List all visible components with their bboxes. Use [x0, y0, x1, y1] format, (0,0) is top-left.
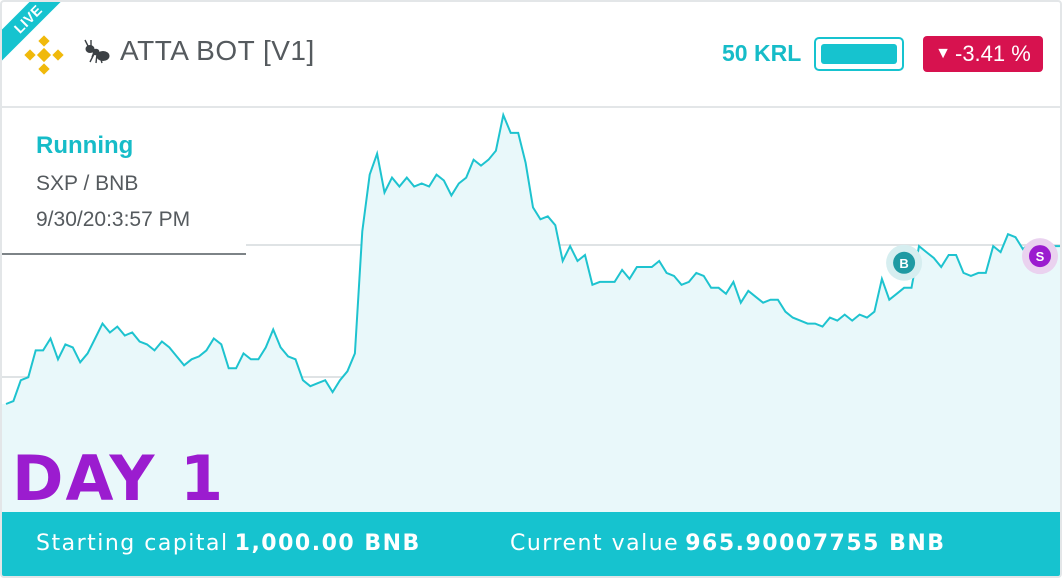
- current-value: Current value 965.90007755 BNB: [510, 531, 946, 556]
- ant-bug-icon: [84, 39, 110, 64]
- balance-bar: [814, 37, 904, 71]
- sell-marker[interactable]: S: [1022, 238, 1058, 275]
- price-area: [2, 115, 1060, 512]
- change-value: -3.41 %: [955, 41, 1031, 66]
- trading-pair: SXP / BNB: [36, 172, 139, 195]
- balance-bar-fill: [821, 44, 897, 64]
- price-line: [5, 111, 1060, 405]
- buy-marker-label: B: [899, 256, 908, 271]
- current-value-amount: 965.90007755 BNB: [685, 531, 946, 556]
- status-label: Running: [36, 132, 134, 159]
- change-badge: ▼ -3.41 %: [923, 36, 1043, 72]
- bot-title: ATTA BOT [V1]: [120, 35, 315, 66]
- starting-capital-value: 1,000.00 BNB: [234, 531, 421, 556]
- buy-marker[interactable]: B: [886, 244, 923, 281]
- price-chart: B S: [2, 111, 1060, 512]
- current-value-label: Current value: [510, 531, 680, 556]
- down-arrow-icon: ▼: [935, 45, 951, 62]
- starting-capital-label: Starting capital: [36, 531, 229, 556]
- balance-label: 50 KRL: [722, 40, 802, 66]
- binance-logo-icon: [24, 35, 64, 75]
- starting-capital: Starting capital 1,000.00 BNB: [36, 531, 421, 556]
- sell-marker-label: S: [1036, 249, 1045, 264]
- bot-info-panel: Running SXP / BNB 9/30/20:3:57 PM: [2, 110, 246, 255]
- day-label: DAY 1: [12, 442, 226, 515]
- card-header: ATTA BOT [V1] 50 KRL ▼ -3.41 %: [2, 2, 1060, 108]
- timestamp: 9/30/20:3:57 PM: [36, 208, 191, 231]
- footer-bar: Starting capital 1,000.00 BNB Current val…: [2, 512, 1060, 576]
